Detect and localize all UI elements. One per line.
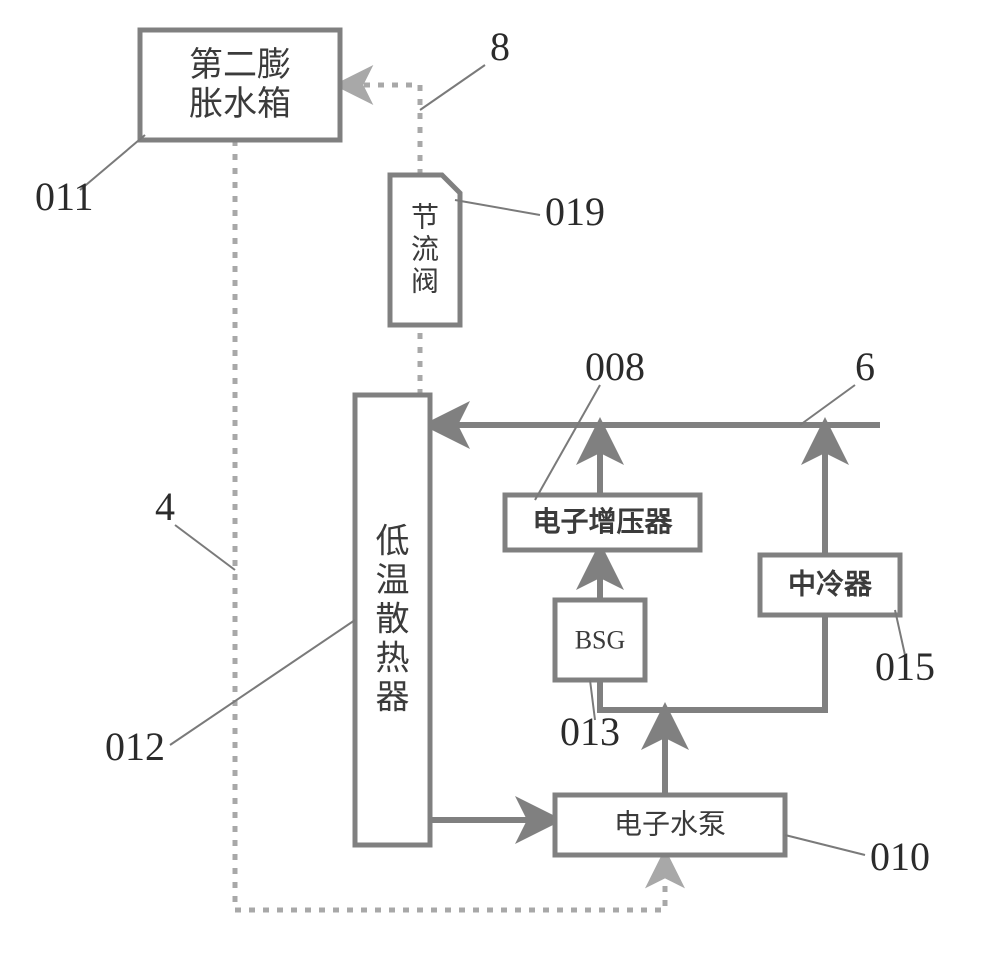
edge-throttle-to-tank-8 — [340, 85, 420, 175]
leader-012 — [170, 620, 355, 745]
node-throttle_valve-label: 流 — [411, 234, 439, 266]
node-radiator: 低温散热器 — [355, 395, 430, 845]
edge-split-to-intercooler — [665, 615, 825, 710]
node-radiator-label: 温 — [376, 562, 410, 599]
callout-8: 8 — [490, 24, 510, 69]
node-radiator-label: 低 — [376, 523, 410, 560]
node-bsg-label: BSG — [575, 626, 626, 655]
leader-010 — [785, 835, 865, 855]
node-throttle_valve: 节流阀 — [390, 175, 460, 325]
node-radiator-label: 散 — [376, 601, 410, 639]
node-radiator-label: 热 — [376, 640, 410, 678]
callout-019: 019 — [545, 189, 605, 234]
callout-013: 013 — [560, 709, 620, 754]
node-e_booster-label: 电子增压器 — [532, 506, 673, 538]
leader-008 — [535, 385, 600, 500]
callout-012: 012 — [105, 724, 165, 769]
node-expansion_tank-label: 第二膨 — [189, 46, 291, 84]
edge-split-to-bsg — [600, 680, 665, 710]
callout-008: 008 — [585, 344, 645, 389]
leader-6 — [800, 385, 855, 425]
node-bsg: BSG — [555, 600, 645, 680]
node-e_pump: 电子水泵 — [555, 795, 785, 855]
callout-011: 011 — [35, 174, 94, 219]
node-e_pump-label: 电子水泵 — [614, 809, 726, 841]
node-throttle_valve-label: 阀 — [411, 266, 439, 298]
callout-4: 4 — [155, 484, 175, 529]
node-expansion_tank-label: 胀水箱 — [189, 85, 291, 123]
callout-010: 010 — [870, 834, 930, 879]
node-expansion_tank: 第二膨胀水箱 — [140, 30, 340, 140]
node-intercooler: 中冷器 — [760, 555, 900, 615]
node-throttle_valve-label: 节 — [411, 201, 439, 233]
callout-6: 6 — [855, 344, 875, 389]
callout-015: 015 — [875, 644, 935, 689]
leader-019 — [455, 200, 540, 215]
node-e_booster: 电子增压器 — [505, 495, 700, 550]
diagram-canvas: 第二膨胀水箱节流阀低温散热器电子增压器BSG中冷器电子水泵 0118019008… — [0, 0, 1000, 959]
node-intercooler-label: 中冷器 — [788, 569, 873, 601]
node-radiator-label: 器 — [376, 680, 410, 717]
leader-4 — [175, 525, 235, 570]
leader-8 — [420, 65, 485, 110]
edge-bottom-to-pump — [235, 855, 665, 910]
